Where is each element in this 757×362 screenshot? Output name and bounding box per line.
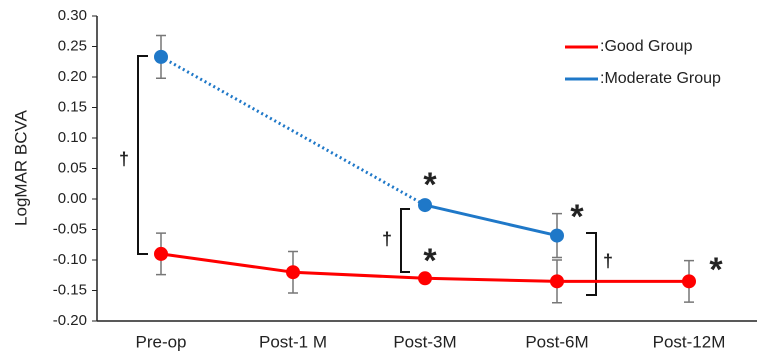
point [682,274,696,289]
y-tick-label: 0.30 [58,7,87,24]
line-segment [424,276,558,283]
point [154,49,168,64]
y-tick-label: -0.20 [53,312,87,329]
y-tick-label: 0.05 [58,159,87,176]
point [550,274,564,289]
annotation: * [709,251,723,289]
x-tick-label: Post-1 M [259,332,327,351]
y-tick-label: -0.05 [53,220,87,237]
brackets [137,55,597,296]
y-tick-label: -0.15 [53,281,87,298]
gap-bridge [160,55,426,207]
annotation: † [119,149,129,169]
y-tick-label: 0.10 [58,129,87,146]
y-tick-label: -0.10 [53,251,87,268]
annotation: * [570,198,584,236]
line-segment [160,252,294,274]
point [154,246,168,261]
point [418,198,432,213]
point [550,228,564,243]
point [286,265,300,280]
annotation: * [423,166,437,204]
line-segment [292,270,426,280]
x-tick-label: Pre-op [135,332,186,351]
annotation: * [423,242,437,280]
x-tick-label: Post-3M [393,332,456,351]
y-tick-label: 0.00 [58,190,87,207]
point [418,271,432,286]
legend-label: :Good Group [600,38,693,55]
x-tick-label: Post-6M [525,332,588,351]
y-tick-label: 0.20 [58,68,87,85]
x-tick-label: Post-12M [653,332,726,351]
y-tick-label: 0.15 [58,98,87,115]
annotation: † [382,229,392,249]
line-segment [424,203,558,238]
y-axis-label: LogMAR BCVA [11,109,30,226]
legend-label: :Moderate Group [600,70,721,87]
y-tick-label: 0.25 [58,37,87,54]
annotation: † [603,251,613,271]
